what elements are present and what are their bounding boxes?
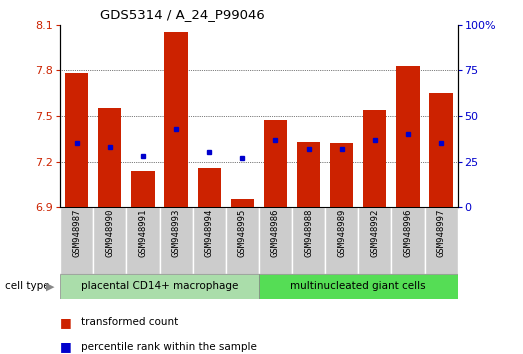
Bar [292,207,325,274]
Text: percentile rank within the sample: percentile rank within the sample [81,342,257,352]
Bar [65,73,88,207]
Bar [325,207,358,274]
Bar [429,93,453,207]
Text: ■: ■ [60,341,72,353]
Text: GSM948990: GSM948990 [105,209,115,257]
Bar [160,207,192,274]
Bar [425,207,458,274]
Bar [264,120,287,207]
Text: GSM948986: GSM948986 [271,209,280,257]
Text: ▶: ▶ [46,281,54,291]
Text: GSM948997: GSM948997 [437,209,446,257]
Bar [297,142,320,207]
Text: transformed count: transformed count [81,317,178,327]
Bar [391,207,425,274]
Bar [127,207,160,274]
Bar [164,32,188,207]
Text: GSM948991: GSM948991 [139,209,147,257]
Bar [231,200,254,207]
Text: GSM948988: GSM948988 [304,209,313,257]
Text: cell type: cell type [5,281,50,291]
Bar [259,274,458,299]
Bar [396,66,419,207]
Bar [358,207,391,274]
Bar [198,167,221,207]
Bar [330,143,354,207]
Text: GSM948992: GSM948992 [370,209,379,257]
Text: multinucleated giant cells: multinucleated giant cells [290,281,426,291]
Bar [60,274,259,299]
Text: GSM948995: GSM948995 [238,209,247,257]
Bar [131,171,155,207]
Bar [98,108,121,207]
Text: placental CD14+ macrophage: placental CD14+ macrophage [81,281,238,291]
Text: GSM948989: GSM948989 [337,209,346,257]
Bar [363,110,386,207]
Text: GSM948993: GSM948993 [172,209,180,257]
Text: GSM948994: GSM948994 [204,209,214,257]
Bar [93,207,127,274]
Bar [192,207,226,274]
Bar [259,207,292,274]
Text: GSM948987: GSM948987 [72,209,81,257]
Bar [60,207,93,274]
Text: GSM948996: GSM948996 [403,209,413,257]
Text: ■: ■ [60,316,72,329]
Bar [226,207,259,274]
Text: GDS5314 / A_24_P99046: GDS5314 / A_24_P99046 [100,8,265,21]
